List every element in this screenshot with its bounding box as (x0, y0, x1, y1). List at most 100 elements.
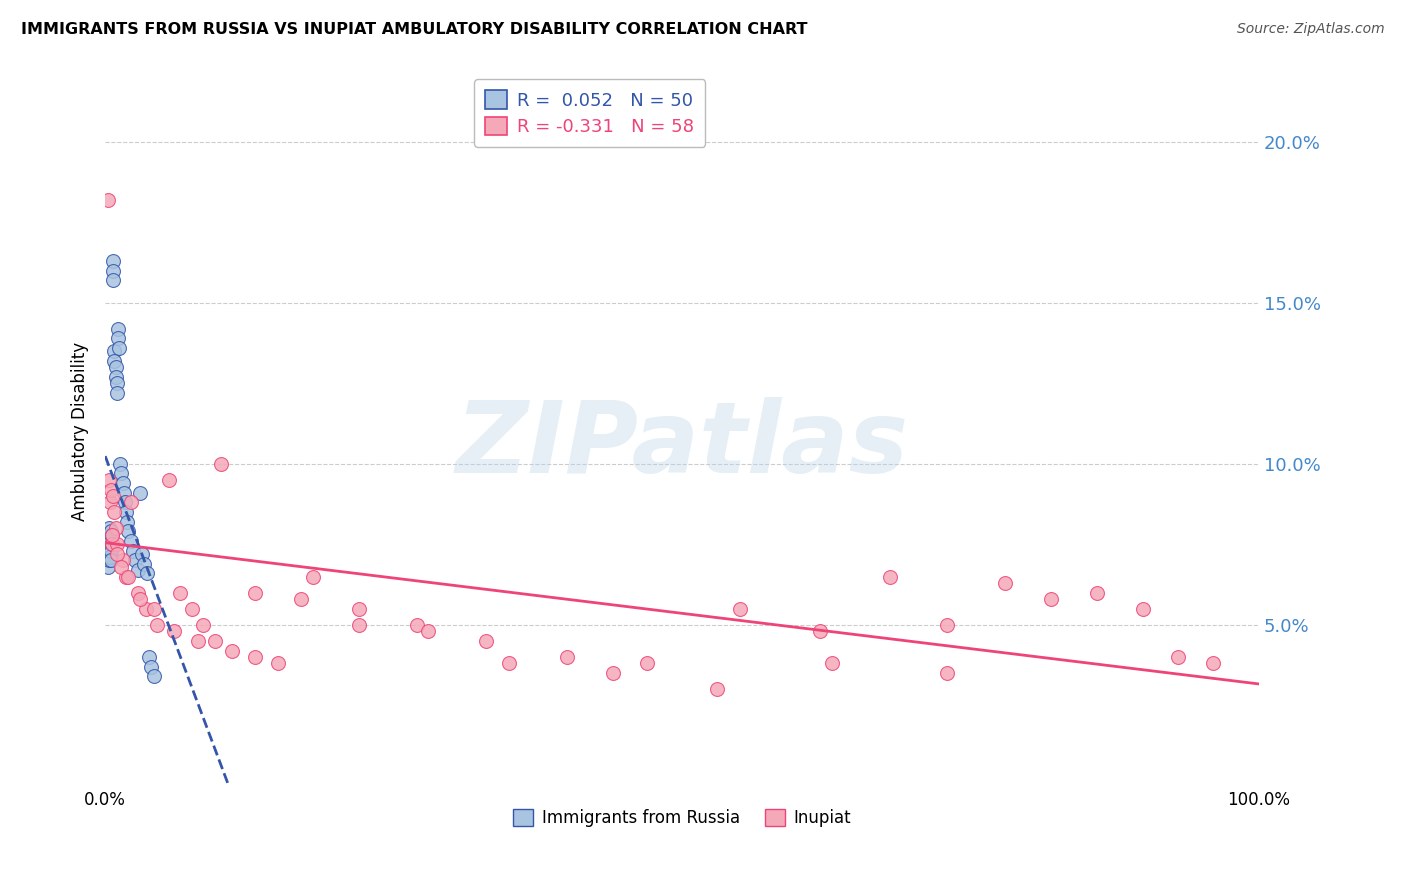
Point (96, 541, 118, 555)
Text: IMMIGRANTS FROM RUSSIA VS INUPIAT AMBULATORY DISABILITY CORRELATION CHART: IMMIGRANTS FROM RUSSIA VS INUPIAT AMBULA… (21, 22, 807, 37)
Point (163, 624, 186, 639)
Point (936, 617, 959, 632)
Point (120, 495, 142, 509)
Point (131, 547, 153, 561)
Point (879, 569, 901, 583)
Point (1085, 585, 1108, 599)
Point (103, 263, 125, 277)
Point (111, 476, 134, 491)
Point (117, 524, 139, 539)
Point (141, 659, 163, 673)
Legend: Immigrants from Russia, Inupiat: Immigrants from Russia, Inupiat (506, 803, 858, 834)
Point (100, 543, 122, 558)
Point (97, 521, 120, 535)
Point (602, 666, 624, 681)
Point (475, 633, 498, 648)
Point (104, 521, 127, 535)
Text: Source: ZipAtlas.com: Source: ZipAtlas.com (1237, 22, 1385, 37)
Point (103, 273, 125, 287)
Point (636, 657, 658, 671)
Point (124, 553, 146, 567)
Point (243, 650, 266, 665)
Point (104, 360, 127, 375)
Point (97, 534, 120, 549)
Point (103, 254, 125, 268)
Point (103, 344, 125, 359)
Point (243, 585, 266, 599)
Point (103, 489, 125, 503)
Point (101, 527, 124, 541)
Point (142, 601, 165, 615)
Point (96, 559, 118, 574)
Point (96, 193, 118, 207)
Point (96, 550, 118, 565)
Point (100, 483, 122, 497)
Point (204, 633, 226, 648)
Point (98, 531, 121, 545)
Point (128, 485, 150, 500)
Point (821, 657, 844, 671)
Point (186, 633, 208, 648)
Point (104, 370, 127, 384)
Point (122, 543, 145, 558)
Point (1202, 657, 1225, 671)
Point (100, 553, 122, 567)
Point (498, 657, 520, 671)
Point (157, 473, 180, 487)
Point (180, 601, 202, 615)
Point (100, 534, 122, 549)
Point (110, 559, 132, 574)
Point (706, 682, 728, 697)
Point (97, 553, 120, 567)
Point (418, 624, 440, 639)
Point (127, 563, 149, 577)
Point (96, 547, 118, 561)
Point (290, 592, 312, 607)
Point (146, 617, 169, 632)
Point (98, 550, 121, 565)
Point (138, 650, 160, 665)
Y-axis label: Ambulatory Disability: Ambulatory Disability (72, 342, 89, 521)
Point (115, 569, 138, 583)
Point (117, 569, 139, 583)
Point (105, 537, 128, 551)
Point (115, 515, 138, 529)
Point (142, 669, 165, 683)
Point (128, 592, 150, 607)
Point (101, 527, 124, 541)
Point (97, 543, 120, 558)
Point (127, 585, 149, 599)
Point (112, 485, 135, 500)
Point (936, 666, 959, 681)
Point (107, 321, 129, 335)
Point (347, 601, 370, 615)
Point (221, 643, 243, 657)
Point (994, 576, 1017, 591)
Point (135, 566, 157, 581)
Point (169, 585, 191, 599)
Point (405, 617, 427, 632)
Point (96, 537, 118, 551)
Point (111, 553, 134, 567)
Point (135, 601, 157, 615)
Point (97, 473, 120, 487)
Point (107, 331, 129, 345)
Point (728, 601, 751, 615)
Point (120, 534, 142, 549)
Point (108, 341, 131, 355)
Point (114, 495, 136, 509)
Point (101, 537, 124, 551)
Point (555, 650, 578, 665)
Point (302, 569, 325, 583)
Point (347, 617, 370, 632)
Point (193, 617, 215, 632)
Point (1132, 601, 1154, 615)
Point (134, 557, 156, 571)
Text: ZIPatlas: ZIPatlas (456, 397, 908, 494)
Point (105, 386, 128, 401)
Point (115, 505, 138, 519)
Point (1167, 650, 1189, 665)
Point (100, 524, 122, 539)
Point (1040, 592, 1063, 607)
Point (105, 547, 128, 561)
